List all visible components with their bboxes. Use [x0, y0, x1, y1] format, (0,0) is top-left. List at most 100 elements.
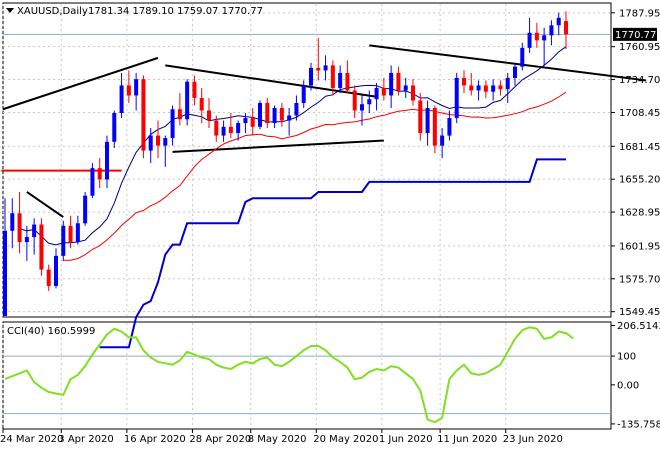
candle-body	[192, 81, 197, 98]
x-tick-label: 1 Jun 2020	[379, 434, 433, 445]
candle-body	[53, 255, 59, 286]
candle-body	[221, 126, 226, 136]
candle-body	[97, 168, 102, 180]
y-tick-label: 1787.95	[619, 8, 660, 19]
candle-body	[345, 72, 350, 91]
cci-tick-label: -135.7584	[617, 419, 660, 430]
candle-body	[83, 195, 88, 224]
y-axis-labels: 1787.95 1760.95 1734.70 1708.45 1681.45 1655.…	[611, 8, 660, 318]
candle-body	[250, 118, 255, 127]
candle-body	[432, 108, 437, 146]
x-tick-label: 24 Mar 2020	[0, 434, 63, 445]
candle-body	[228, 126, 233, 134]
candle-body	[119, 85, 124, 114]
y-tick-label: 1681.45	[619, 142, 660, 153]
x-tick-label: 16 Apr 2020	[124, 434, 186, 445]
ohlc-text: 1781.34 1789.10 1759.07 1770.77	[88, 6, 263, 17]
candle-body	[2, 230, 8, 316]
candle-body	[177, 109, 182, 120]
candle-body	[338, 72, 343, 88]
price-tag-bg	[613, 27, 657, 41]
collapse-triangle-icon[interactable]	[6, 8, 14, 13]
symbol-label: XAUUSD,Daily	[17, 6, 88, 17]
candle-body	[32, 224, 37, 238]
candle-body	[112, 113, 117, 142]
cci-tick-label: 100	[617, 352, 636, 363]
candle-body	[265, 102, 270, 124]
candle-body	[359, 104, 365, 111]
candle-body	[498, 85, 503, 90]
candle-body	[330, 65, 335, 88]
candle-body	[39, 224, 44, 270]
candle-body	[454, 77, 459, 119]
candle-body	[396, 72, 401, 91]
candle-body	[206, 110, 212, 121]
ma-slow-line	[63, 91, 567, 261]
cci-tick-label: 206.5143	[617, 321, 660, 332]
candle-body	[316, 67, 321, 71]
candle-body	[163, 138, 168, 146]
candle-body	[155, 135, 161, 146]
candle-body	[403, 85, 408, 91]
cci-axis-labels: 206.5143 100 0.00 -135.7584	[611, 321, 660, 430]
candle-body	[301, 85, 306, 103]
candle-body	[491, 85, 496, 92]
trendline-triangle-bottom	[172, 139, 384, 153]
trendline-triangle-top	[165, 64, 377, 98]
candle-body	[440, 135, 445, 146]
trendline-upper-right	[369, 44, 647, 82]
cci-label: CCI(40) 160.5999	[7, 326, 95, 337]
candle-body	[549, 25, 554, 36]
x-tick-label: 8 May 2020	[248, 434, 307, 445]
cci-grid	[3, 355, 611, 415]
candle-body	[374, 87, 379, 100]
cci-tick-label: 0.00	[617, 380, 639, 391]
candle-body	[279, 108, 284, 121]
candle-body	[148, 135, 153, 151]
y-tick-label: 1655.20	[619, 175, 660, 186]
cci-line-group	[4, 326, 574, 424]
candle-body	[527, 32, 532, 48]
candle-body	[323, 65, 328, 71]
candle-body	[75, 223, 80, 243]
candles	[2, 11, 569, 316]
candle-body	[425, 108, 430, 134]
x-tick-label: 20 May 2020	[313, 434, 378, 445]
candle-body	[185, 81, 190, 120]
candle-body	[381, 87, 386, 96]
candle-body	[418, 100, 423, 134]
candle-body	[542, 35, 547, 41]
candle-body	[141, 79, 146, 151]
candle-body	[308, 67, 314, 86]
y-tick-label: 1708.45	[619, 108, 660, 119]
candle-body	[10, 213, 15, 231]
trendline-upper-left	[2, 56, 159, 111]
x-tick-label: 3 Apr 2020	[58, 434, 113, 445]
x-grid	[2, 4, 507, 428]
trailing-stop-line	[99, 158, 566, 349]
candle-body	[68, 225, 73, 243]
x-tick-label: 28 Apr 2020	[189, 434, 251, 445]
ma-fast-line	[19, 46, 567, 246]
candle-body	[199, 97, 204, 111]
trailing-stop	[99, 158, 566, 349]
trendline-small-left	[26, 191, 64, 218]
candle-body	[170, 109, 175, 139]
candle-body	[214, 120, 219, 136]
candle-body	[287, 115, 292, 121]
y-tick-label: 1601.95	[619, 241, 660, 252]
candle-body	[126, 85, 131, 96]
candle-body	[556, 17, 561, 26]
candle-body	[505, 77, 510, 90]
candle-body	[272, 108, 277, 124]
candle-body	[476, 85, 481, 91]
candle-body	[294, 102, 299, 116]
candle-body	[512, 66, 518, 78]
candle-body	[61, 225, 66, 256]
candle-body	[410, 85, 416, 101]
y-tick-label: 1628.95	[619, 208, 660, 219]
price-tag: 1770.77	[613, 27, 657, 41]
candle-body	[17, 213, 22, 243]
candle-body	[236, 123, 241, 134]
